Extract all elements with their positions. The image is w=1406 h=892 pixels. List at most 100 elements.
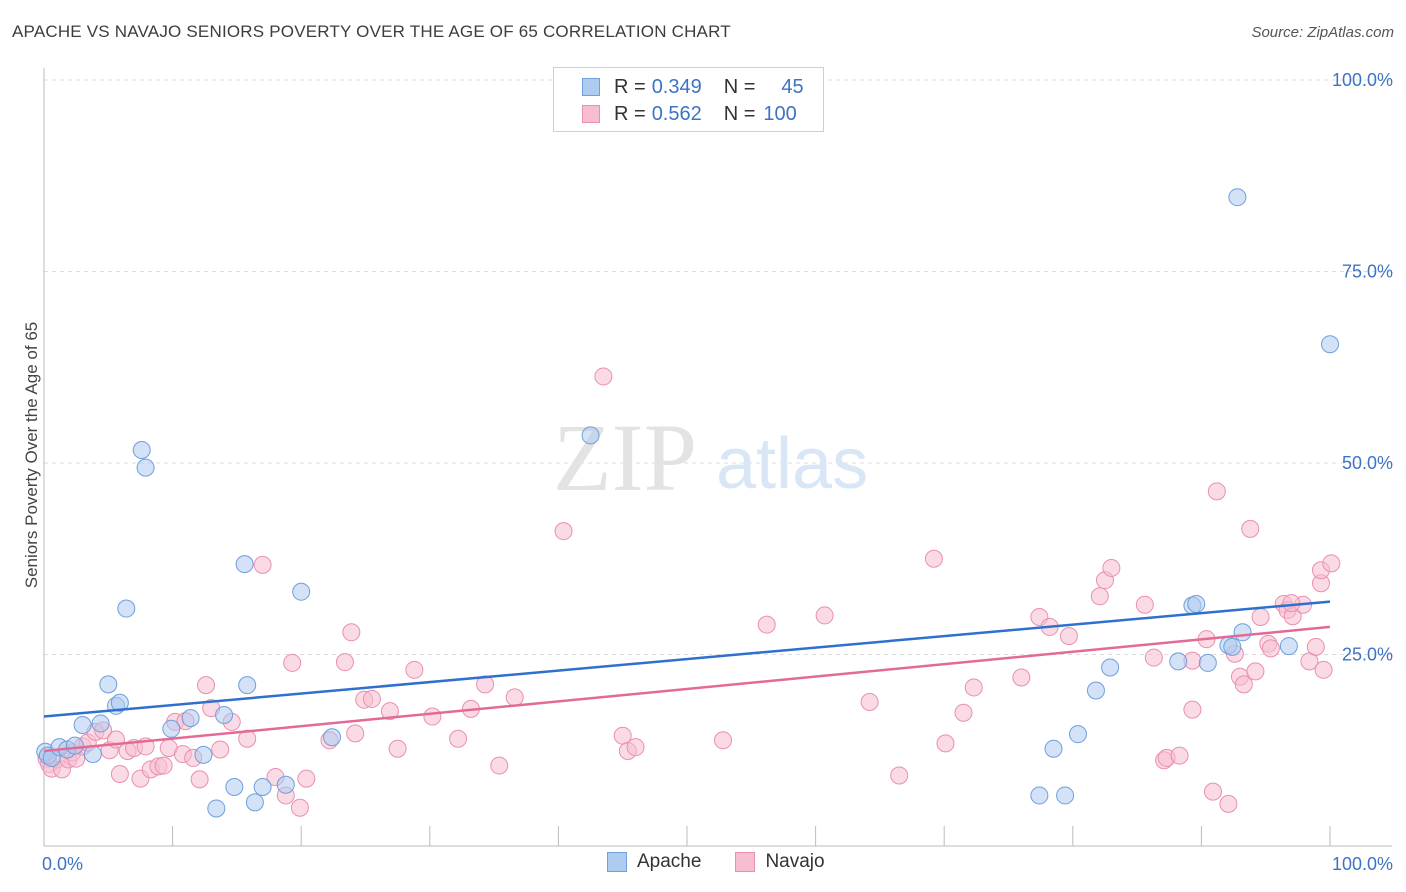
apache-point: [215, 706, 234, 725]
navajo-point: [1282, 594, 1301, 613]
navajo-legend-label: Navajo: [765, 851, 825, 872]
navajo-point: [476, 675, 495, 694]
navajo-point: [297, 769, 316, 788]
navajo-n-label: N =: [723, 102, 756, 125]
apache-point: [245, 793, 264, 812]
navajo-point: [154, 756, 173, 775]
navajo-point: [1090, 587, 1109, 606]
navajo-point: [1135, 595, 1154, 614]
navajo-point: [449, 729, 468, 748]
navajo-point: [253, 555, 272, 574]
navajo-point: [1306, 637, 1325, 656]
navajo-point: [190, 770, 209, 789]
navajo-point: [335, 653, 354, 672]
watermark-zip: ZIP: [553, 404, 697, 511]
apache-point: [1223, 637, 1242, 656]
series-legend: Apache Navajo: [607, 851, 859, 873]
apache-point: [110, 693, 129, 712]
navajo-point: [423, 707, 442, 726]
correlation-legend: R = 0.349 N = 45 R = 0.562 N = 100: [553, 67, 824, 132]
apache-point: [323, 728, 342, 747]
apache-point: [73, 715, 92, 734]
navajo-point: [594, 367, 613, 386]
apache-point: [253, 778, 272, 797]
y-tick-label: 50.0%: [1342, 453, 1393, 473]
navajo-point: [1241, 519, 1260, 538]
navajo-point: [1246, 662, 1265, 681]
navajo-point: [342, 623, 361, 642]
apache-point: [1198, 653, 1217, 672]
navajo-point: [1207, 482, 1226, 501]
apache-point: [181, 709, 200, 728]
y-tick-label: 75.0%: [1342, 262, 1393, 282]
navajo-trend-line: [43, 625, 1331, 753]
apache-point: [117, 599, 136, 618]
navajo-swatch: [582, 105, 600, 123]
navajo-point: [1144, 648, 1163, 667]
apache-point: [225, 778, 244, 797]
apache-point: [1279, 637, 1298, 656]
apache-point: [1101, 658, 1120, 677]
navajo-point: [283, 653, 302, 672]
navajo-point: [554, 522, 573, 541]
legend-item-navajo[interactable]: Navajo: [735, 851, 825, 873]
apache-point: [1169, 652, 1188, 671]
y-tick-label: 25.0%: [1342, 645, 1393, 665]
navajo-point: [505, 688, 524, 707]
navajo-point: [757, 615, 776, 634]
x-tick-label: 0.0%: [42, 854, 83, 874]
apache-point: [1044, 739, 1063, 758]
navajo-point: [924, 549, 943, 568]
apache-point: [1030, 786, 1049, 805]
navajo-point: [626, 738, 645, 757]
navajo-point: [1059, 627, 1078, 646]
x-tick-label: 100.0%: [1332, 854, 1393, 874]
apache-point: [136, 458, 155, 477]
apache-point: [581, 426, 600, 445]
y-axis-label: Seniors Poverty Over the Age of 65: [22, 322, 41, 588]
legend-row-navajo: R = 0.562 N = 100: [582, 103, 797, 125]
navajo-point: [110, 764, 129, 783]
apache-point: [1086, 681, 1105, 700]
navajo-point: [1251, 607, 1270, 626]
apache-point: [162, 719, 181, 738]
navajo-r-label: R =: [614, 102, 646, 125]
apache-point: [132, 440, 151, 459]
watermark: ZIP atlas: [553, 404, 868, 511]
apache-point: [91, 714, 110, 733]
navajo-point: [1170, 746, 1189, 765]
apache-r-value: 0.349: [651, 75, 702, 98]
watermark-atlas: atlas: [716, 424, 868, 504]
navajo-point: [860, 692, 879, 711]
navajo-point: [346, 724, 365, 743]
apache-n-label: N =: [723, 75, 756, 98]
apache-point: [1056, 786, 1075, 805]
legend-row-apache: R = 0.349 N = 45: [582, 76, 804, 98]
navajo-point: [1219, 794, 1238, 813]
navajo-point: [405, 660, 424, 679]
chart-title: APACHE VS NAVAJO SENIORS POVERTY OVER TH…: [12, 22, 731, 41]
y-tick-label: 100.0%: [1332, 70, 1393, 90]
apache-point: [1187, 594, 1206, 613]
navajo-point: [890, 766, 909, 785]
navajo-point: [388, 739, 407, 758]
navajo-legend-swatch: [735, 852, 756, 872]
navajo-point: [815, 606, 834, 625]
apache-point: [292, 582, 311, 601]
navajo-point: [490, 756, 509, 775]
navajo-point: [964, 678, 983, 697]
apache-point: [276, 775, 295, 794]
navajo-n-value: 100: [763, 102, 797, 125]
navajo-point: [1012, 668, 1031, 687]
navajo-point: [1314, 660, 1333, 679]
apache-swatch: [582, 78, 600, 96]
apache-point: [1321, 335, 1339, 354]
navajo-r-value: 0.562: [651, 102, 702, 125]
apache-point: [194, 745, 213, 764]
navajo-point: [1234, 675, 1253, 694]
apache-r-label: R =: [614, 75, 646, 98]
navajo-point: [211, 740, 230, 759]
apache-point: [65, 736, 84, 755]
legend-item-apache[interactable]: Apache: [607, 851, 701, 873]
